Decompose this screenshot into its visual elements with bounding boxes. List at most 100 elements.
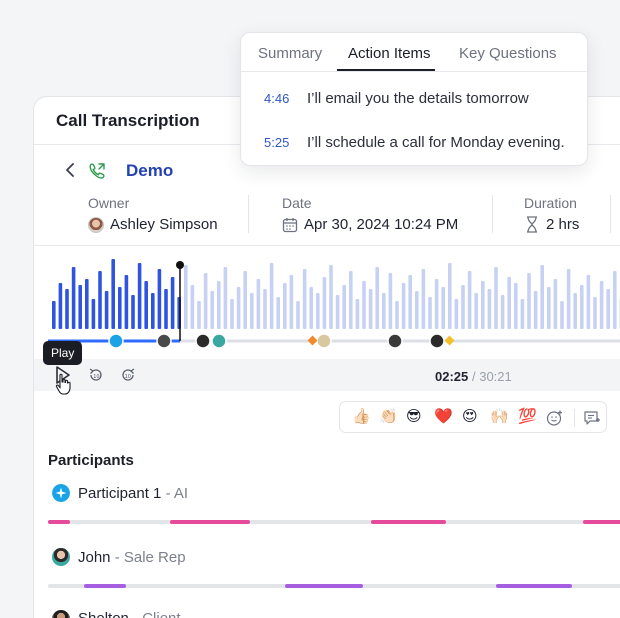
speaking-segment (285, 584, 363, 588)
reaction-hundred[interactable]: 💯 (518, 408, 537, 425)
tab-key-questions[interactable]: Key Questions (459, 45, 557, 62)
waveform-bar (448, 263, 452, 329)
waveform-bar (362, 281, 366, 329)
waveform-bar (613, 271, 617, 329)
divider (241, 71, 587, 72)
tab-action-items[interactable]: Action Items (348, 45, 431, 62)
duration-label: Duration (524, 195, 577, 211)
waveform-bar (131, 295, 135, 329)
comment-icon[interactable] (583, 409, 601, 427)
participant-timeline[interactable] (48, 520, 620, 524)
speaking-segment (583, 520, 620, 524)
waveform-bar (124, 275, 129, 329)
waveform-bar (190, 285, 195, 329)
waveform-bar (500, 295, 505, 329)
waveform-bar (586, 275, 591, 329)
waveform-bar (421, 269, 426, 329)
participant-name-text: Participant 1 (78, 485, 162, 502)
waveform-bar (91, 299, 96, 329)
waveform-bar (71, 267, 76, 329)
waveform-bar (349, 271, 353, 329)
phone-icon (89, 163, 105, 179)
avatar (88, 217, 104, 233)
action-item-timestamp[interactable]: 4:46 (264, 91, 290, 106)
waveform-bar (269, 263, 274, 329)
waveform-bar (408, 275, 412, 329)
insights-popover: Summary Action Items Key Questions 4:46 … (240, 32, 588, 166)
participant-timeline[interactable] (48, 584, 620, 588)
tab-summary[interactable]: Summary (258, 45, 323, 62)
svg-text:10: 10 (93, 374, 99, 380)
add-reaction-icon[interactable] (546, 409, 564, 427)
waveform-bar (58, 283, 63, 329)
waveform-bar (514, 283, 518, 329)
audio-waveform[interactable] (48, 257, 620, 357)
date-value: Apr 30, 2024 10:24 PM (304, 216, 459, 233)
waveform-bar (553, 279, 558, 329)
hand-cursor-icon (55, 373, 71, 395)
waveform-bar (210, 291, 214, 329)
waveform-bar (184, 265, 188, 329)
waveform-bar (593, 297, 597, 329)
player-controls-bar (34, 359, 620, 391)
participant-name[interactable]: Shelton - Client (78, 610, 181, 618)
waveform-bar (296, 301, 300, 329)
waveform-bar (283, 283, 287, 329)
waveform-bar (223, 267, 228, 329)
waveform-bar (104, 291, 109, 329)
participant-role: - Sale Rep (114, 549, 186, 566)
speaking-segment (170, 520, 250, 524)
waveform-bar (547, 287, 551, 329)
reaction-cool[interactable]: 😎 (406, 408, 422, 425)
waveform-bar (335, 295, 340, 329)
waveform-bar (118, 287, 122, 329)
waveform-bar (322, 277, 327, 329)
participant-name[interactable]: John - Sale Rep (78, 549, 186, 566)
forward-icon[interactable]: 10 (120, 367, 136, 383)
rewind-icon[interactable]: 10 (88, 367, 104, 383)
waveform-bar (382, 293, 386, 329)
waveform-bar (527, 273, 531, 329)
waveform-bar (243, 271, 247, 329)
date-label: Date (282, 195, 312, 211)
speaker-marker (211, 333, 227, 349)
waveform-bar (329, 265, 333, 329)
waveform-bar (52, 301, 56, 329)
reaction-heart-eyes[interactable]: 😍 (462, 408, 478, 425)
waveform-bar (157, 269, 162, 329)
divider (34, 245, 620, 246)
participant-role: - AI (165, 485, 189, 502)
waveform-bar (580, 285, 584, 329)
participant-name-text: John (78, 549, 111, 566)
marker-diamond (444, 335, 455, 346)
divider (574, 409, 575, 427)
avatar (52, 610, 70, 618)
playhead-knob (176, 261, 184, 269)
reaction-clap[interactable]: 👏🏻 (379, 408, 398, 425)
waveform-bar (573, 293, 577, 329)
owner-value: Ashley Simpson (110, 216, 218, 233)
reaction-heart[interactable]: ❤️ (434, 408, 453, 425)
waveform-bar (441, 287, 445, 329)
current-time: 02:25 (435, 369, 469, 384)
reaction-thumbs-up[interactable]: 👍🏻 (352, 408, 371, 425)
waveform-bar (401, 283, 406, 329)
participant-name-text: Shelton (78, 610, 129, 618)
card-title: Call Transcription (56, 111, 200, 130)
svg-text:10: 10 (125, 374, 131, 380)
speaking-segment (371, 520, 446, 524)
reaction-raised-hands[interactable]: 🙌🏻 (490, 408, 509, 425)
waveform-bar (454, 299, 459, 329)
waveform-bar (316, 293, 320, 329)
waveform-bar (144, 281, 148, 329)
waveform-bar (250, 293, 254, 329)
waveform-bar (375, 267, 379, 329)
participant-role: - Client (133, 610, 181, 618)
participant-name[interactable]: Participant 1 - AI (78, 485, 188, 502)
back-icon[interactable] (64, 163, 76, 177)
waveform-bar (78, 285, 82, 329)
waveform-bar (137, 263, 142, 329)
waveform-bar (98, 271, 102, 329)
action-item-timestamp[interactable]: 5:25 (264, 135, 290, 150)
waveform-bar (467, 271, 472, 329)
